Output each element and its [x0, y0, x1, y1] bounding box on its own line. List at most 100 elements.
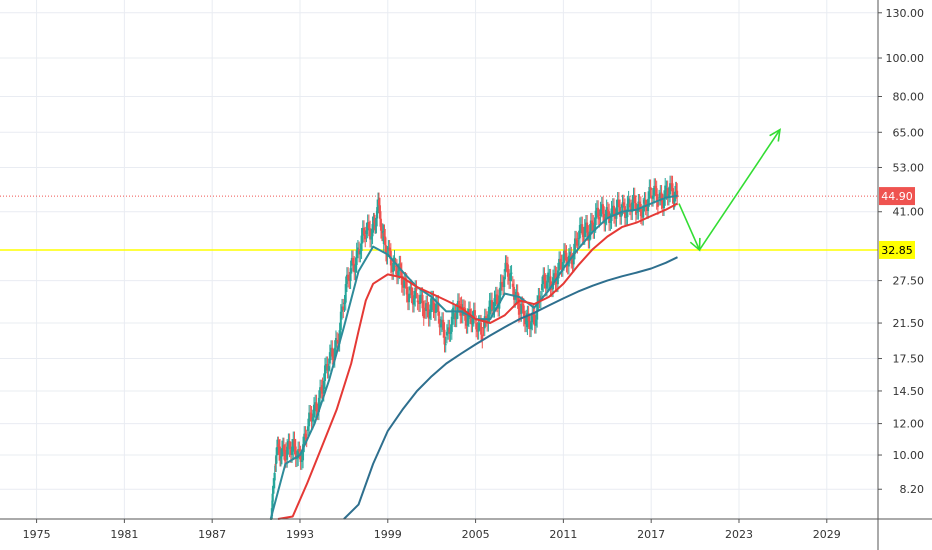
candle-body — [667, 194, 670, 198]
candle-body — [572, 251, 575, 265]
candle-body — [392, 262, 395, 272]
candle-body — [295, 458, 298, 460]
candle-body — [632, 195, 635, 203]
candle-body — [465, 320, 468, 326]
candle-body — [515, 291, 518, 297]
candle-body — [558, 258, 561, 271]
candle-body — [656, 201, 659, 207]
candle-body — [438, 319, 441, 328]
candle-body — [458, 300, 461, 305]
candle-body — [504, 262, 507, 272]
candle-body — [306, 426, 309, 431]
candle-body — [578, 225, 581, 239]
candle-body — [502, 282, 505, 288]
candle-body — [605, 207, 608, 218]
candle-body — [571, 260, 574, 265]
candle-body — [344, 284, 347, 303]
candle-body — [278, 446, 281, 459]
candle-body — [433, 310, 436, 313]
candle-body — [277, 444, 280, 447]
candle-body — [614, 215, 617, 219]
candle-body — [337, 341, 340, 344]
candle-body — [320, 387, 323, 391]
candle-body — [338, 330, 341, 344]
candle-body — [313, 404, 316, 418]
candle-body — [409, 287, 412, 291]
candle-body — [333, 347, 336, 360]
candle-body — [495, 294, 498, 305]
candle-body — [527, 313, 530, 322]
candle-body — [480, 322, 483, 335]
candle-body — [310, 413, 313, 422]
grid — [0, 0, 878, 519]
candle-body — [665, 188, 668, 192]
y-tick-label: 65.00 — [893, 126, 925, 139]
candle-body — [271, 493, 274, 509]
candle-body — [545, 282, 548, 289]
candle-body — [442, 319, 445, 330]
candle-body — [500, 281, 503, 283]
candle-body — [426, 303, 429, 310]
y-tick-label: 21.50 — [893, 317, 925, 330]
candle-body — [395, 266, 398, 277]
candle-body — [432, 298, 435, 311]
candle-body — [348, 279, 351, 282]
y-tick-label: 80.00 — [893, 90, 925, 103]
candle-body — [564, 250, 567, 253]
candle-body — [415, 287, 418, 291]
candle-body — [499, 281, 502, 296]
candle-body — [549, 276, 552, 289]
candle-body — [275, 447, 278, 456]
candle-body — [342, 306, 345, 311]
candle-body — [298, 449, 301, 452]
candle-body — [305, 437, 308, 440]
candle-body — [547, 272, 550, 283]
y-tick-label: 17.50 — [893, 353, 925, 366]
candle-body — [330, 347, 333, 353]
candle-body — [455, 310, 458, 320]
candle-body — [417, 302, 420, 305]
candle-body — [441, 319, 444, 325]
candle-body — [378, 205, 381, 219]
candle-body — [616, 199, 619, 208]
candle-body — [303, 433, 306, 445]
candle-body — [561, 262, 564, 269]
candle-body — [562, 250, 565, 263]
candle-body — [522, 305, 525, 319]
candle-body — [445, 331, 448, 336]
candle-body — [350, 257, 353, 266]
candle-body — [291, 446, 294, 455]
candle-body — [484, 316, 487, 319]
candle-body — [299, 453, 302, 462]
candle-body — [294, 446, 297, 460]
candle-body — [279, 456, 282, 459]
candle-body — [523, 318, 526, 325]
candle-body — [612, 205, 615, 216]
candle-body — [599, 209, 602, 216]
candle-body — [580, 224, 583, 226]
candle-body — [528, 321, 531, 330]
candle-body — [367, 222, 370, 229]
candle-body — [503, 276, 506, 288]
candle-body — [517, 300, 520, 315]
candle-body — [544, 280, 547, 289]
candle-body — [444, 344, 447, 346]
candle-body — [443, 329, 446, 345]
candle-body — [402, 283, 405, 288]
candle-body — [674, 189, 677, 194]
candle-body — [449, 331, 452, 334]
candle-body — [477, 322, 480, 332]
candle-body — [422, 308, 425, 318]
candle-body — [577, 238, 580, 240]
candle-body — [428, 312, 431, 319]
candle-body — [365, 230, 368, 235]
candle-body — [325, 364, 328, 366]
candle-body — [322, 380, 325, 394]
candle-body — [448, 327, 451, 334]
candle-body — [339, 311, 342, 331]
candle-body — [660, 192, 663, 202]
candle-body — [631, 202, 634, 213]
candle-body — [323, 365, 326, 381]
y-tick-label: 53.00 — [893, 161, 925, 174]
candle-body — [531, 312, 534, 323]
